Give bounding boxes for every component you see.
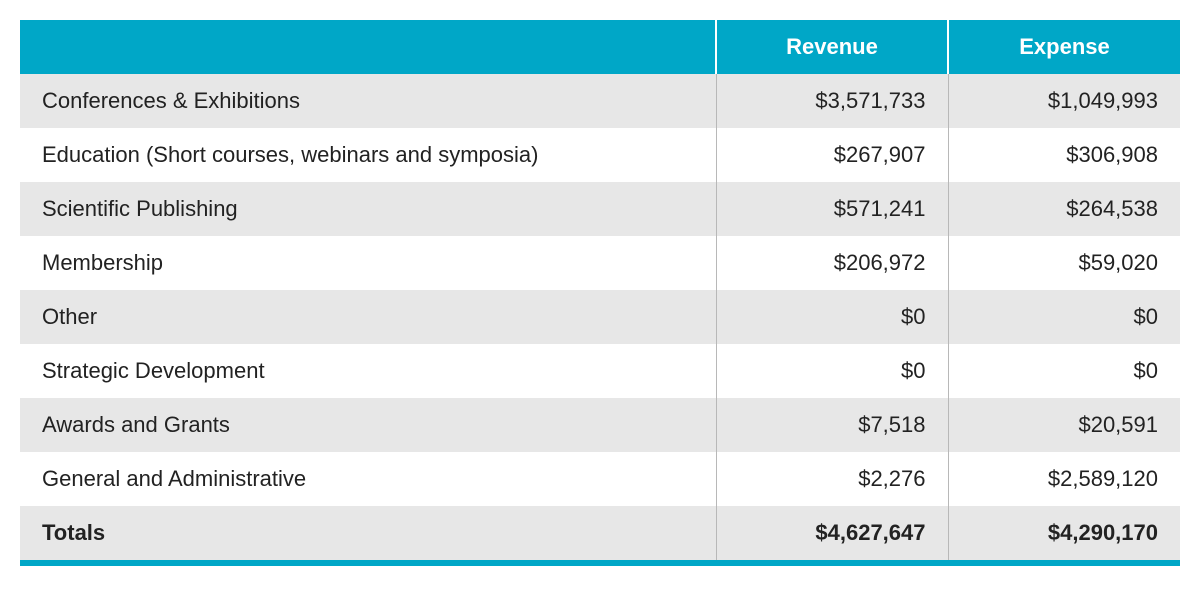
table-row: Other $0 $0 [20,290,1180,344]
cell-revenue: $7,518 [716,398,948,452]
table-row: Scientific Publishing $571,241 $264,538 [20,182,1180,236]
cell-expense: $20,591 [948,398,1180,452]
cell-category: Strategic Development [20,344,716,398]
cell-revenue: $571,241 [716,182,948,236]
table-row: Education (Short courses, webinars and s… [20,128,1180,182]
table-row-totals: Totals $4,627,647 $4,290,170 [20,506,1180,560]
cell-totals-expense: $4,290,170 [948,506,1180,560]
table-header-row: Revenue Expense [20,20,1180,74]
header-expense: Expense [948,20,1180,74]
cell-revenue: $3,571,733 [716,74,948,128]
header-category [20,20,716,74]
cell-expense: $2,589,120 [948,452,1180,506]
cell-revenue: $2,276 [716,452,948,506]
cell-revenue: $0 [716,344,948,398]
cell-category: Membership [20,236,716,290]
cell-totals-revenue: $4,627,647 [716,506,948,560]
cell-expense: $264,538 [948,182,1180,236]
table-row: Strategic Development $0 $0 [20,344,1180,398]
table-row: Conferences & Exhibitions $3,571,733 $1,… [20,74,1180,128]
cell-revenue: $267,907 [716,128,948,182]
table-row: Awards and Grants $7,518 $20,591 [20,398,1180,452]
financial-table: Revenue Expense Conferences & Exhibition… [20,20,1180,560]
cell-expense: $0 [948,290,1180,344]
cell-revenue: $206,972 [716,236,948,290]
cell-category: General and Administrative [20,452,716,506]
cell-category: Education (Short courses, webinars and s… [20,128,716,182]
cell-category: Conferences & Exhibitions [20,74,716,128]
table-row: Membership $206,972 $59,020 [20,236,1180,290]
cell-category: Scientific Publishing [20,182,716,236]
cell-category: Other [20,290,716,344]
cell-expense: $0 [948,344,1180,398]
cell-revenue: $0 [716,290,948,344]
cell-expense: $306,908 [948,128,1180,182]
cell-expense: $59,020 [948,236,1180,290]
cell-totals-label: Totals [20,506,716,560]
cell-expense: $1,049,993 [948,74,1180,128]
financial-table-container: Revenue Expense Conferences & Exhibition… [20,20,1180,566]
header-revenue: Revenue [716,20,948,74]
cell-category: Awards and Grants [20,398,716,452]
table-row: General and Administrative $2,276 $2,589… [20,452,1180,506]
